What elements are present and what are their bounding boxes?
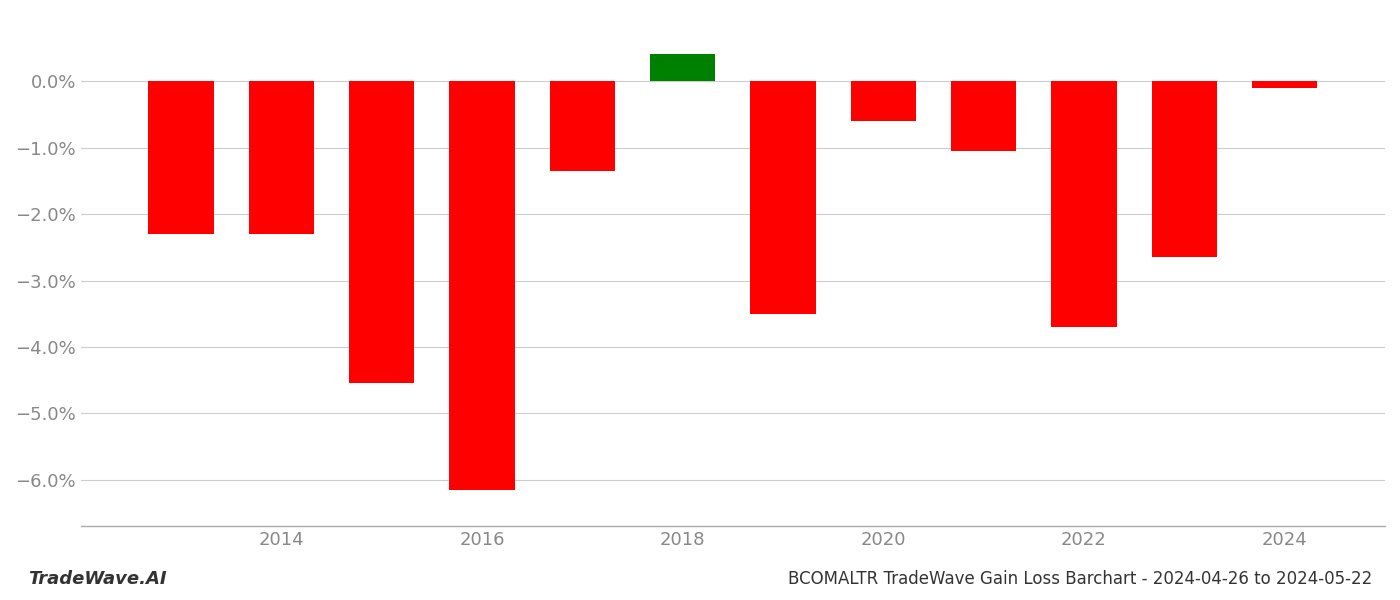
Text: BCOMALTR TradeWave Gain Loss Barchart - 2024-04-26 to 2024-05-22: BCOMALTR TradeWave Gain Loss Barchart - … bbox=[788, 570, 1372, 588]
Bar bbox=[449, 82, 515, 490]
Bar bbox=[550, 82, 615, 171]
Bar bbox=[1252, 82, 1317, 88]
Bar bbox=[1152, 82, 1217, 257]
Bar bbox=[148, 82, 214, 234]
Bar bbox=[249, 82, 314, 234]
Bar bbox=[951, 82, 1016, 151]
Bar bbox=[851, 82, 916, 121]
Bar bbox=[1051, 82, 1117, 327]
Bar bbox=[349, 82, 414, 383]
Bar bbox=[750, 82, 816, 314]
Text: TradeWave.AI: TradeWave.AI bbox=[28, 570, 167, 588]
Bar bbox=[650, 53, 715, 82]
